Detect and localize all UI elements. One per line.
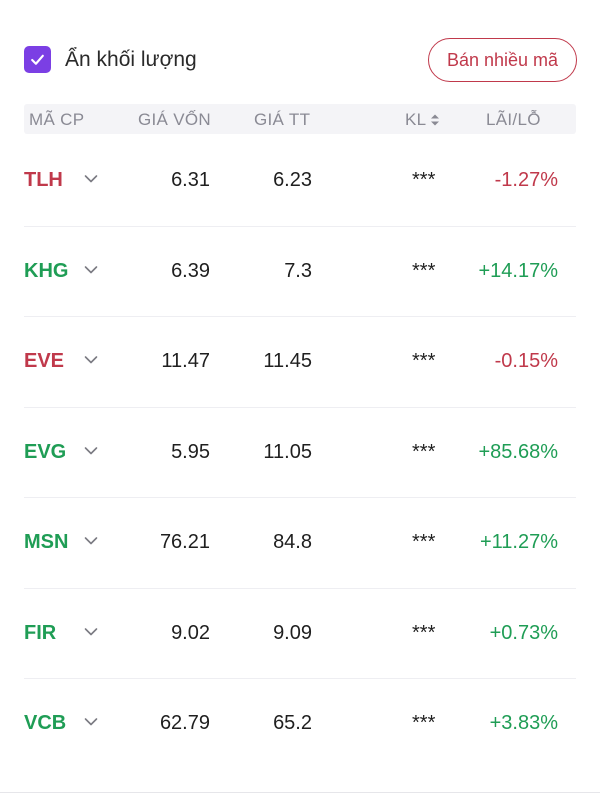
quantity-hidden: *** <box>412 621 436 644</box>
cost-price: 11.47 <box>161 350 210 372</box>
table-row[interactable]: KHG 6.39 7.3 *** +14.17% <box>24 227 576 317</box>
portfolio-toolbar: Ẩn khối lượng Bán nhiều mã <box>24 38 577 84</box>
quantity-hidden: *** <box>412 712 436 734</box>
profit-loss: +3.83% <box>489 712 558 734</box>
market-price: 7.3 <box>284 259 312 282</box>
cost-price: 62.79 <box>159 712 210 734</box>
market-price: 65.2 <box>273 712 312 734</box>
market-price: 9.09 <box>273 621 312 644</box>
cost-price: 9.02 <box>171 621 210 644</box>
quantity-hidden: *** <box>412 259 436 282</box>
market-price: 11.45 <box>263 350 312 372</box>
chevron-down-icon[interactable] <box>84 446 98 456</box>
cost-price: 6.31 <box>171 169 210 191</box>
profit-loss: +0.73% <box>489 621 558 644</box>
hide-volume-label[interactable]: Ẩn khối lượng <box>65 48 197 71</box>
market-price: 11.05 <box>263 440 312 463</box>
divider <box>0 792 600 793</box>
market-price: 84.8 <box>273 531 312 553</box>
table-header: MÃ CP GIÁ VỐN GIÁ TT KL LÃI/LỖ <box>24 104 576 134</box>
ticker-symbol[interactable]: MSN <box>24 531 69 553</box>
column-header-cost-price: GIÁ VỐN <box>138 110 211 129</box>
table-row[interactable]: MSN 76.21 84.8 *** +11.27% <box>24 498 576 589</box>
profit-loss: +14.17% <box>478 259 558 282</box>
table-row[interactable]: VCB 62.79 65.2 *** +3.83% <box>24 679 576 770</box>
profit-loss: +11.27% <box>479 531 558 553</box>
quantity-hidden: *** <box>412 531 436 553</box>
chevron-down-icon[interactable] <box>84 536 98 546</box>
ticker-symbol[interactable]: TLH <box>24 169 63 191</box>
cost-price: 76.21 <box>159 531 210 553</box>
cost-price: 6.39 <box>171 259 210 282</box>
chevron-down-icon[interactable] <box>84 174 98 184</box>
column-header-pnl: LÃI/LỖ <box>486 110 541 129</box>
ticker-symbol[interactable]: EVE <box>24 350 65 372</box>
chevron-down-icon[interactable] <box>84 265 98 275</box>
cost-price: 5.95 <box>171 440 210 463</box>
holdings-list: TLH 6.31 6.23 *** -1.27% KHG 6.39 7.3 *** +14.17%… <box>24 136 576 770</box>
sort-icon[interactable] <box>430 114 440 126</box>
profit-loss: -0.15% <box>494 350 558 372</box>
sell-multiple-button[interactable]: Bán nhiều mã <box>428 38 577 82</box>
quantity-hidden: *** <box>412 440 436 463</box>
table-row[interactable]: EVE 11.47 11.45 *** -0.15% <box>24 317 576 408</box>
ticker-symbol[interactable]: KHG <box>24 259 69 282</box>
column-header-ticker: MÃ CP <box>29 110 85 129</box>
hide-volume-checkbox[interactable] <box>24 46 51 73</box>
ticker-symbol[interactable]: VCB <box>24 712 67 734</box>
check-icon <box>31 54 44 65</box>
chevron-down-icon[interactable] <box>84 355 98 365</box>
table-row[interactable]: TLH 6.31 6.23 *** -1.27% <box>24 136 576 227</box>
ticker-symbol[interactable]: EVG <box>24 440 67 463</box>
column-header-market-price: GIÁ TT <box>254 110 311 129</box>
column-header-quantity[interactable]: KL <box>405 110 440 130</box>
quantity-hidden: *** <box>412 350 436 372</box>
ticker-symbol[interactable]: FIR <box>24 621 57 644</box>
column-header-quantity-label: KL <box>405 110 427 129</box>
quantity-hidden: *** <box>412 169 436 191</box>
table-row[interactable]: FIR 9.02 9.09 *** +0.73% <box>24 589 576 679</box>
table-row[interactable]: EVG 5.95 11.05 *** +85.68% <box>24 408 576 498</box>
market-price: 6.23 <box>273 169 312 191</box>
profit-loss: -1.27% <box>494 169 558 191</box>
chevron-down-icon[interactable] <box>84 627 98 637</box>
chevron-down-icon[interactable] <box>84 717 98 727</box>
profit-loss: +85.68% <box>478 440 558 463</box>
